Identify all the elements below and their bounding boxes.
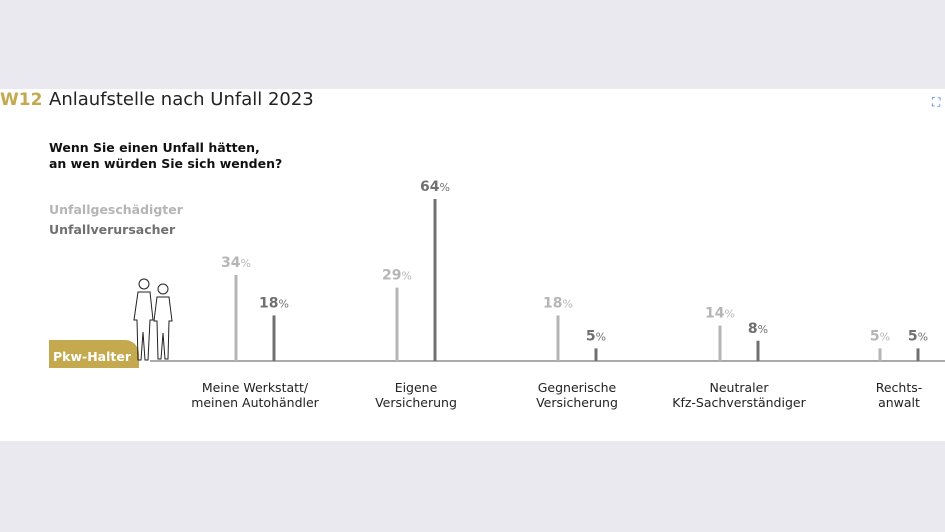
data-label: 18% xyxy=(259,295,289,311)
question-line-1: Wenn Sie einen Unfall hätten, xyxy=(49,140,260,155)
chart-title: Anlaufstelle nach Unfall 2023 xyxy=(49,89,314,110)
data-label: 5% xyxy=(908,328,928,344)
chart-card xyxy=(0,89,945,441)
category-label: Rechts-anwalt xyxy=(875,380,923,410)
category-label: Gegnerische Versicherung xyxy=(536,380,618,410)
data-label: 14% xyxy=(705,306,735,322)
badge-shape xyxy=(49,340,139,368)
people-illustration xyxy=(133,278,173,361)
data-label: 29% xyxy=(382,268,412,284)
data-label: 64% xyxy=(420,179,450,195)
data-label: 8% xyxy=(748,321,768,337)
question-line-2: an wen würden Sie sich wenden? xyxy=(49,156,283,171)
badge-label: Pkw-Halter xyxy=(53,349,132,364)
data-label: 18% xyxy=(543,295,573,311)
data-label: 5% xyxy=(870,328,890,344)
category-label: Eigene Versicherung xyxy=(375,380,457,410)
legend-series-1: Unfallgeschädigter xyxy=(49,202,183,217)
legend-series-2: Unfallverursacher xyxy=(49,222,176,237)
fullscreen-icon[interactable]: ⛶ xyxy=(932,95,941,109)
category-label: Meine Werkstatt/meinen Autohändler xyxy=(191,380,319,410)
data-label: 34% xyxy=(221,255,251,271)
question: Wenn Sie einen Unfall hätten, an wen würd… xyxy=(49,140,349,172)
data-label: 5% xyxy=(586,328,606,344)
category-label: Neutraler Kfz-Sachverständiger xyxy=(672,380,806,410)
chart-code: W12 xyxy=(0,90,43,110)
